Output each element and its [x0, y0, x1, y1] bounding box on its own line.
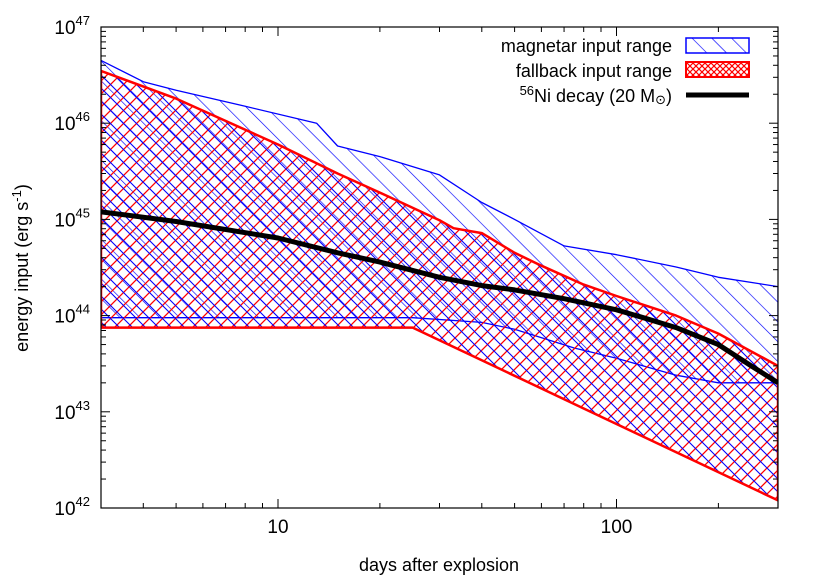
y-tick-label: 1046	[54, 109, 90, 135]
y-axis-title-sup: -1	[9, 190, 24, 202]
data-lines	[101, 209, 778, 385]
legend: magnetar input range fallback input rang…	[501, 36, 750, 108]
legend-swatch-magnetar	[685, 37, 750, 54]
y-tick-label: 1047	[54, 13, 90, 39]
y-axis-title-close: )	[12, 184, 32, 190]
x-axis-title: days after explosion	[359, 555, 519, 575]
y-tick-labels: 1042 1043 1044 1045 1046 1047	[54, 13, 90, 520]
x-tick-label: 100	[601, 517, 633, 538]
legend-label-ni: 56Ni decay (20 M⊙)	[520, 83, 672, 108]
legend-swatch-fallback	[685, 61, 750, 78]
y-tick-label: 1042	[54, 494, 90, 520]
y-axis-title-main: energy input (erg s	[12, 202, 32, 352]
band-fallback	[101, 69, 778, 502]
x-tick-label: 10	[267, 517, 288, 538]
y-tick-label: 1044	[54, 302, 90, 328]
legend-label-ni-main: Ni decay (20 M	[534, 86, 655, 106]
legend-label-fallback: fallback input range	[516, 61, 672, 81]
x-tick-labels: 10 100	[267, 517, 632, 538]
y-axis-title: energy input (erg s-1)	[9, 184, 32, 352]
data-bands	[101, 59, 778, 502]
sun-symbol-icon: ⊙	[655, 93, 666, 108]
legend-label-magnetar: magnetar input range	[501, 36, 672, 56]
axis-ticks	[100, 26, 779, 509]
y-tick-label: 1043	[54, 398, 90, 424]
line-ni-decay	[101, 209, 778, 385]
y-tick-label: 1045	[54, 205, 90, 231]
legend-label-ni-sup: 56	[520, 83, 534, 98]
legend-label-ni-close: )	[666, 86, 672, 106]
